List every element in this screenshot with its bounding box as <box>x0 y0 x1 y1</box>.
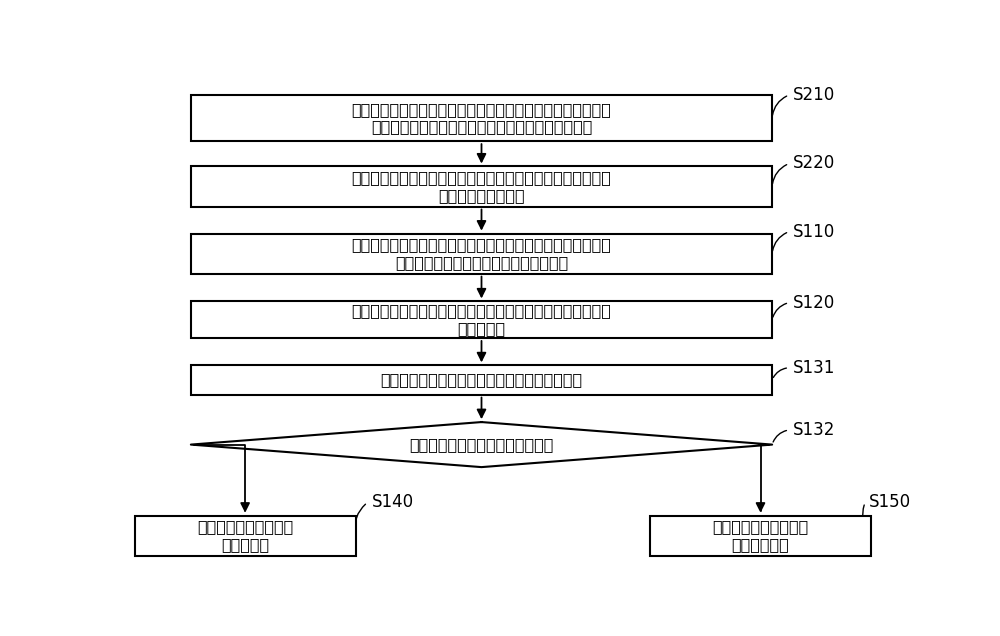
Text: S120: S120 <box>793 294 835 312</box>
FancyBboxPatch shape <box>135 516 356 556</box>
Text: 控制参考距离传感器检测参考距离传感器与遮挡板之间的距离
值，作为参考距离值: 控制参考距离传感器检测参考距离传感器与遮挡板之间的距离 值，作为参考距离值 <box>352 170 611 203</box>
Text: 判断该差值是否在设定误差范围内: 判断该差值是否在设定误差范围内 <box>409 437 554 452</box>
Text: S110: S110 <box>793 223 835 240</box>
Text: S220: S220 <box>793 155 835 172</box>
Text: S132: S132 <box>793 421 835 439</box>
Text: S140: S140 <box>371 494 414 511</box>
Text: S150: S150 <box>869 494 911 511</box>
FancyBboxPatch shape <box>191 365 772 394</box>
Text: 确定该距离传感器的安
装结构合格: 确定该距离传感器的安 装结构合格 <box>197 520 293 552</box>
Text: 将当前电子设备放置在固定位置上，以使所述当前电子设备的
距离传感器与遮挡板之间的距离为固定值: 将当前电子设备放置在固定位置上，以使所述当前电子设备的 距离传感器与遮挡板之间的… <box>352 237 611 270</box>
FancyBboxPatch shape <box>191 95 772 141</box>
FancyBboxPatch shape <box>191 301 772 338</box>
Text: 计算测得的当前距离值和参考距离值之间的差值: 计算测得的当前距离值和参考距离值之间的差值 <box>380 373 583 387</box>
Text: 在参考距离传感器未安装在电子设备上的情况下，将参考距离
传感器放置在与遮挡板之间的距离为固定值的位置上: 在参考距离传感器未安装在电子设备上的情况下，将参考距离 传感器放置在与遮挡板之间… <box>352 102 611 134</box>
Text: S210: S210 <box>793 86 835 104</box>
Text: 控制所述距离传感器检测所述距离传感器与所述遮挡板之间的
当前距离值: 控制所述距离传感器检测所述距离传感器与所述遮挡板之间的 当前距离值 <box>352 303 611 336</box>
Text: 确定该距离传感器的安
装结构不合格: 确定该距离传感器的安 装结构不合格 <box>712 520 809 552</box>
Text: S131: S131 <box>793 359 835 377</box>
FancyBboxPatch shape <box>191 233 772 273</box>
FancyBboxPatch shape <box>191 167 772 207</box>
FancyBboxPatch shape <box>650 516 871 556</box>
